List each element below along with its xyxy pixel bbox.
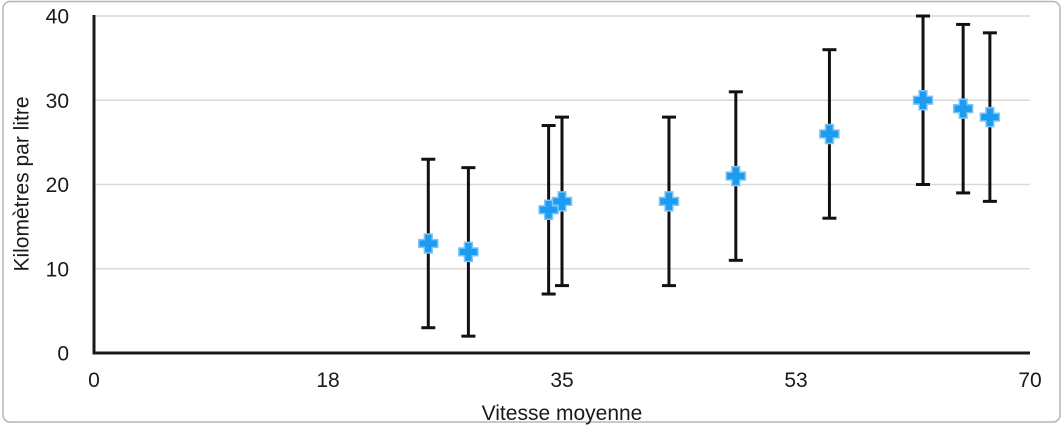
x-tick-label: 35 (550, 369, 573, 392)
figure-border (2, 0, 1061, 423)
x-tick-label: 70 (1018, 369, 1041, 392)
y-tick-label: 10 (46, 258, 69, 281)
data-point-marker[interactable] (979, 106, 1001, 128)
y-tick-label: 30 (46, 90, 69, 113)
data-point-marker[interactable] (458, 241, 479, 263)
x-axis-title: Vitesse moyenne (481, 402, 643, 425)
data-point-marker[interactable] (551, 191, 573, 212)
data-point-marker[interactable] (819, 123, 840, 145)
x-tick-label: 0 (88, 369, 100, 392)
data-point-marker[interactable] (418, 233, 439, 254)
x-tick-label: 53 (784, 369, 807, 392)
x-tick-label: 18 (316, 369, 339, 392)
y-tick-label: 0 (57, 343, 69, 366)
y-tick-label: 40 (46, 6, 69, 29)
data-point-marker[interactable] (658, 191, 680, 212)
y-axis-title: Kilomètres par litre (10, 96, 34, 272)
y-tick-label: 20 (46, 174, 69, 197)
data-point-marker[interactable] (912, 90, 934, 111)
data-point-marker[interactable] (952, 98, 974, 119)
data-point-marker[interactable] (725, 165, 747, 187)
